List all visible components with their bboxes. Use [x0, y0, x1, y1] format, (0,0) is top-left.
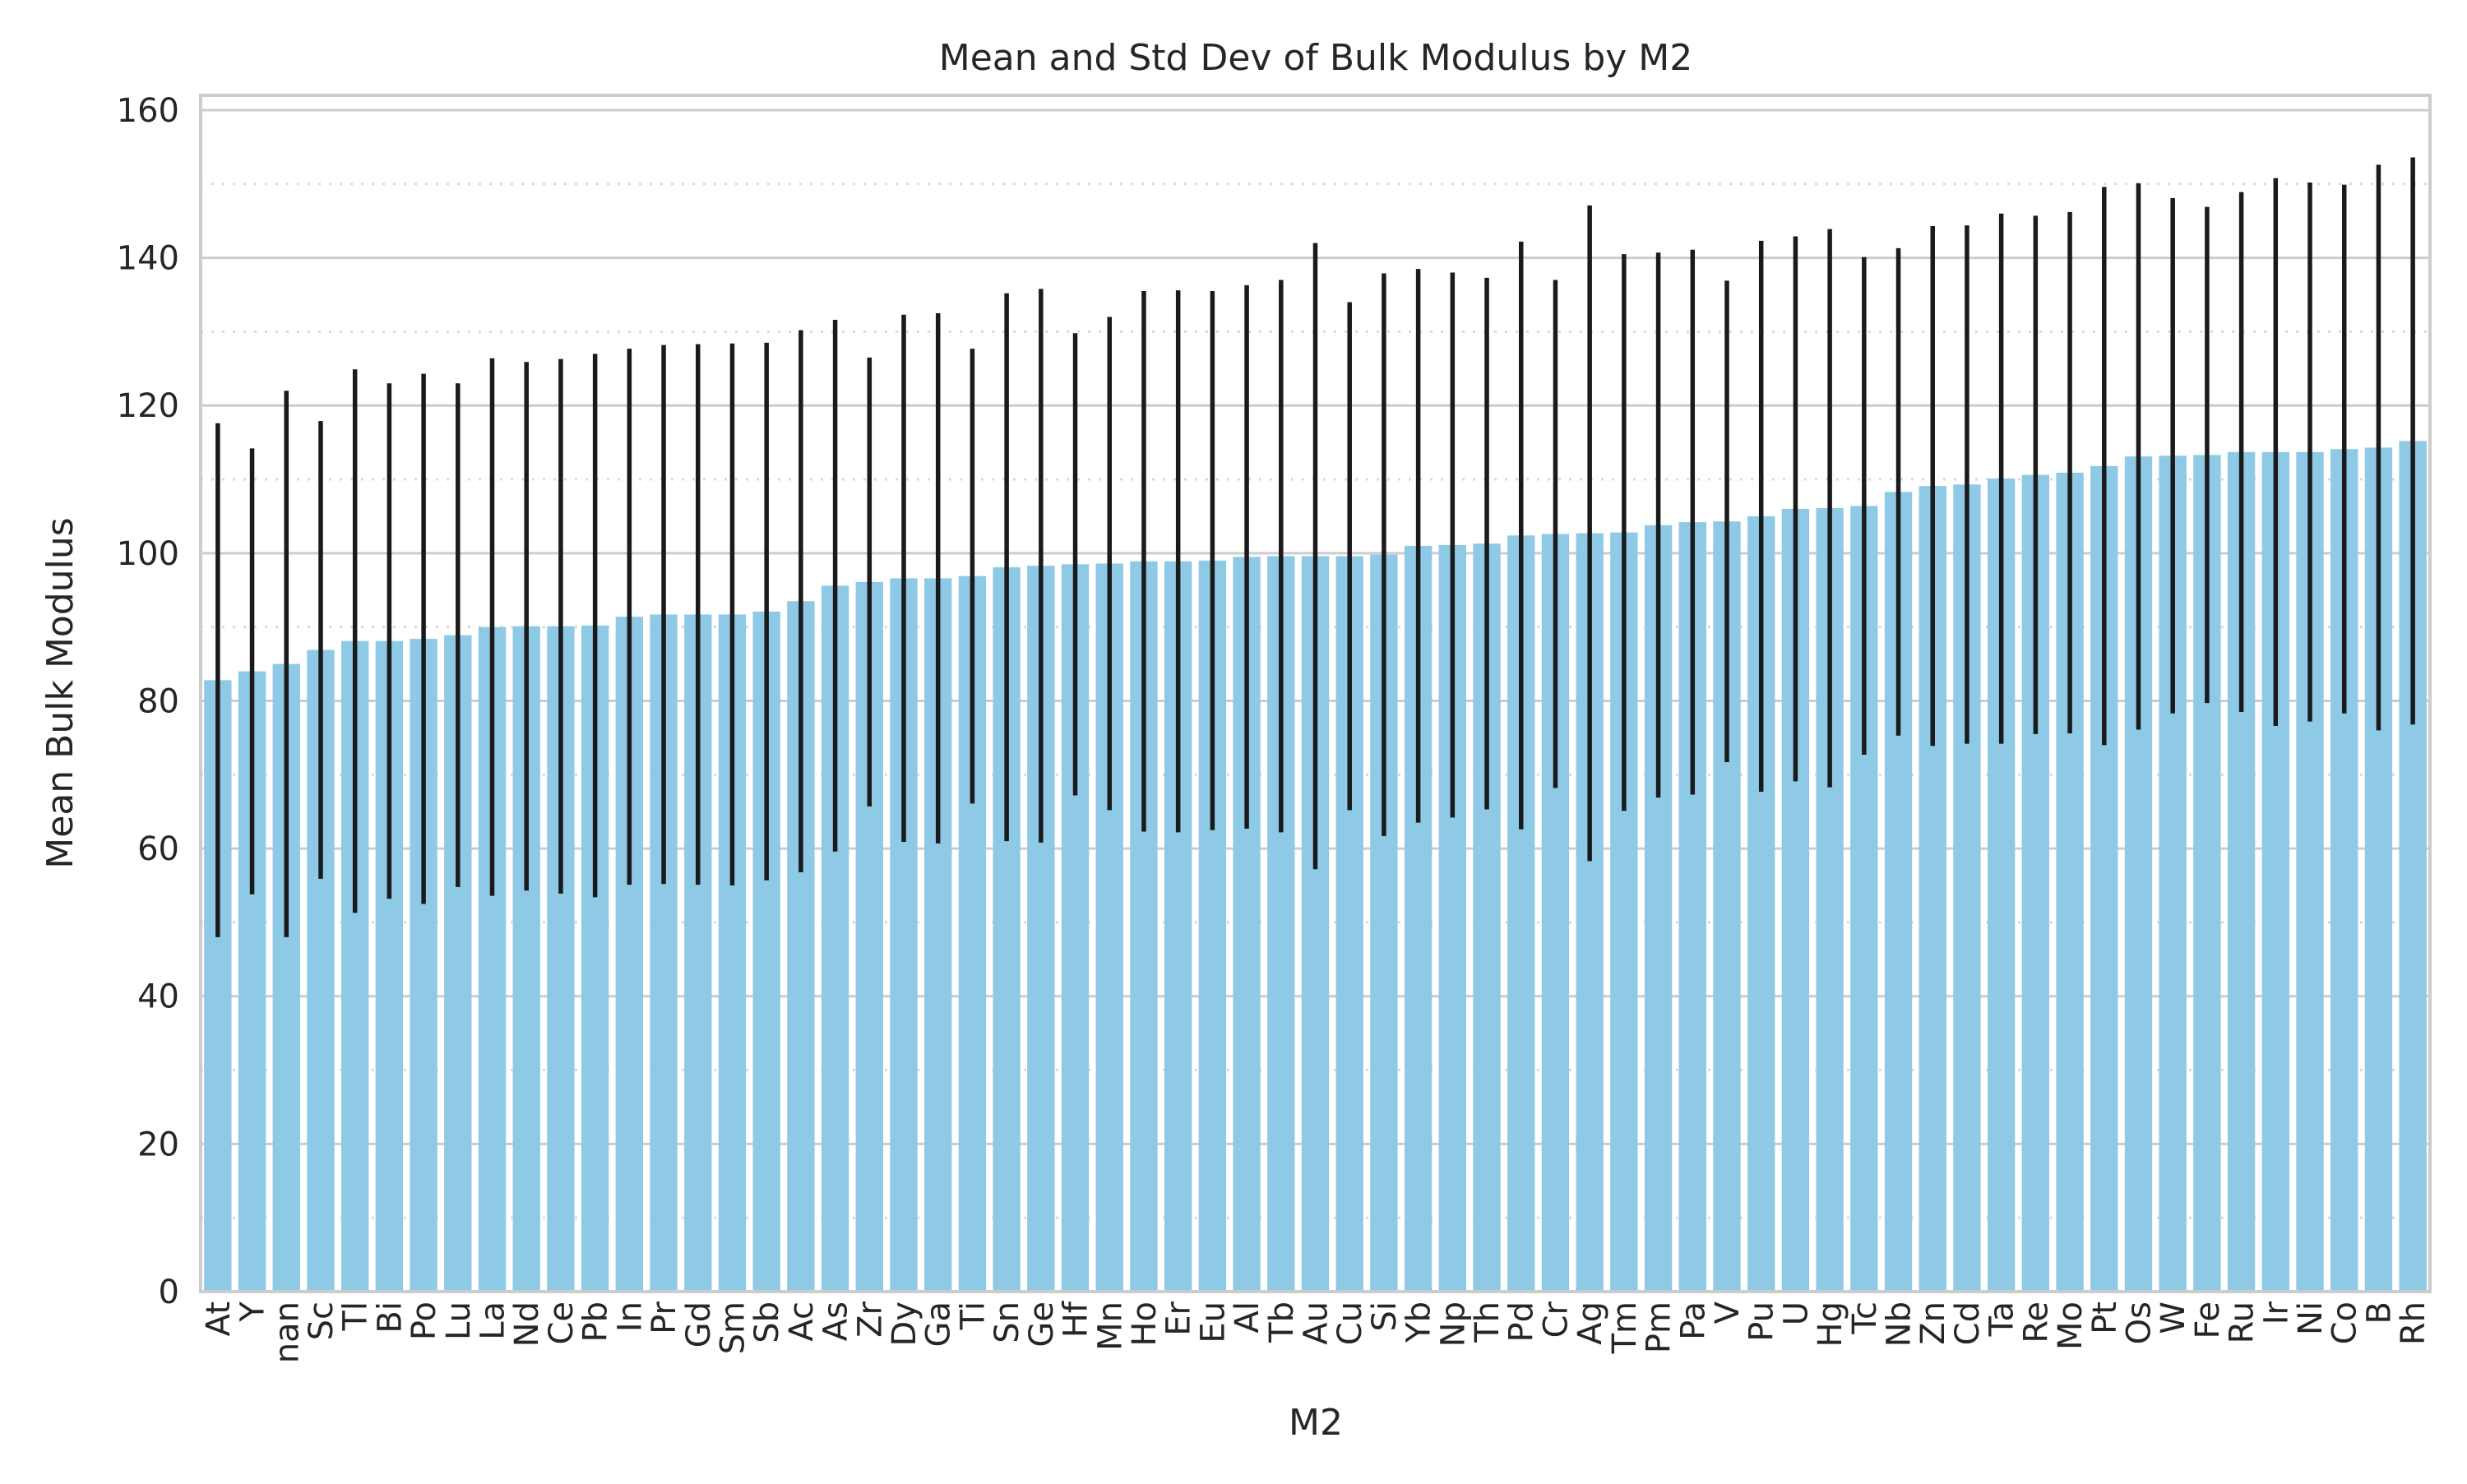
x-tick-label: Mn [1091, 1301, 1129, 1351]
x-tick-label: Ta [1983, 1301, 2021, 1337]
x-tick-label: Ru [2224, 1301, 2261, 1343]
x-tick-label: Co [2326, 1301, 2364, 1344]
x-tick-label: Y [234, 1301, 272, 1322]
x-tick-label: Bi [371, 1301, 409, 1334]
y-tick-label: 120 [117, 387, 179, 425]
x-tick-label: V [1709, 1301, 1747, 1324]
x-tick-label: nan [268, 1301, 306, 1363]
y-tick-label: 60 [137, 830, 179, 868]
x-tick-label: Cd [1949, 1301, 1987, 1345]
x-tick-label: Gd [680, 1301, 718, 1348]
x-tick-label: Rh [2395, 1301, 2432, 1345]
x-tick-label: Mo [2052, 1301, 2090, 1350]
x-tick-label: Ac [783, 1301, 821, 1342]
x-tick-label: Sc [303, 1301, 340, 1340]
x-tick-label: Au [1298, 1301, 1335, 1345]
x-tick-label: Ga [920, 1301, 958, 1348]
x-tick-label: Tl [337, 1301, 375, 1332]
error-bars [215, 157, 2415, 937]
y-tick-label: 0 [159, 1274, 179, 1311]
x-tick-label: Eu [1194, 1301, 1232, 1343]
x-tick-label: Lu [440, 1301, 478, 1340]
x-tick-label: Ho [1126, 1301, 1164, 1347]
x-tick-label: Pb [577, 1301, 615, 1343]
y-tick-label: 160 [117, 92, 179, 130]
x-tick-label: B [2360, 1301, 2398, 1324]
y-axis-label: Mean Bulk Modulus [39, 517, 81, 868]
x-tick-label: Ag [1571, 1301, 1609, 1345]
plot-frame [199, 94, 2432, 1293]
x-tick-label: Pt [2086, 1301, 2124, 1334]
bars [204, 441, 2427, 1292]
chart-title: Mean and Std Dev of Bulk Modulus by M2 [939, 37, 1693, 79]
x-tick-label: Np [1434, 1301, 1472, 1347]
y-tick-label: 100 [117, 535, 179, 573]
x-tick-label: Si [1366, 1301, 1404, 1332]
x-tick-label: Cu [1331, 1301, 1369, 1345]
x-tick-label: Sn [988, 1301, 1026, 1343]
x-tick-label: Pm [1641, 1301, 1678, 1353]
x-tick-label: Ge [1023, 1301, 1061, 1348]
x-tick-label: Hf [1058, 1301, 1095, 1338]
x-tick-label: Er [1160, 1301, 1198, 1335]
y-tick-label: 20 [137, 1126, 179, 1163]
x-axis-label: M2 [1289, 1402, 1343, 1444]
x-tick-label: In [611, 1301, 649, 1332]
x-tick-label: Fe [2189, 1301, 2227, 1338]
y-tick-label: 140 [117, 240, 179, 278]
x-tick-label: At [200, 1301, 238, 1336]
x-tick-label: Pa [1674, 1301, 1712, 1340]
x-tick-label: Re [2017, 1301, 2055, 1343]
x-tick-label: Ti [954, 1301, 992, 1330]
x-tick-label: Hg [1812, 1301, 1849, 1347]
y-axis-ticks: 0 20 40 60 80 100 120 140 160 [117, 92, 179, 1311]
x-tick-label: Th [1469, 1301, 1507, 1343]
x-tick-label: Zr [851, 1301, 889, 1337]
x-tick-label: As [817, 1301, 855, 1341]
x-tick-label: Pu [1743, 1301, 1781, 1342]
x-tick-label: Ce [543, 1301, 581, 1345]
x-tick-label: Tb [1263, 1301, 1301, 1343]
x-tick-label: Tc [1846, 1301, 1884, 1335]
x-tick-label: Nb [1881, 1301, 1919, 1347]
x-tick-label: Pr [646, 1301, 683, 1334]
x-tick-label: Zn [1914, 1301, 1952, 1345]
x-tick-label: Ir [2257, 1301, 2295, 1325]
x-tick-label: Dy [886, 1301, 923, 1346]
x-tick-label: Tm [1606, 1301, 1644, 1354]
x-tick-label: Ni [2292, 1301, 2330, 1335]
x-axis-ticks: AtYnanScTlBiPoLuLaNdCePbInPrGdSmSbAcAsZr… [200, 1301, 2432, 1363]
x-tick-label: W [2155, 1301, 2192, 1334]
x-tick-label: Os [2120, 1301, 2158, 1344]
x-tick-label: Nd [508, 1301, 546, 1347]
x-tick-label: Yb [1400, 1301, 1438, 1343]
x-tick-label: Pd [1503, 1301, 1541, 1343]
x-tick-label: Cr [1537, 1301, 1575, 1338]
x-tick-label: La [474, 1301, 512, 1340]
y-tick-label: 40 [137, 978, 179, 1016]
x-tick-label: Sm [714, 1301, 752, 1354]
y-tick-label: 80 [137, 682, 179, 720]
x-tick-label: Sb [748, 1301, 786, 1343]
x-tick-label: Al [1229, 1301, 1266, 1333]
x-tick-label: U [1777, 1301, 1815, 1325]
x-tick-label: Po [405, 1301, 443, 1340]
